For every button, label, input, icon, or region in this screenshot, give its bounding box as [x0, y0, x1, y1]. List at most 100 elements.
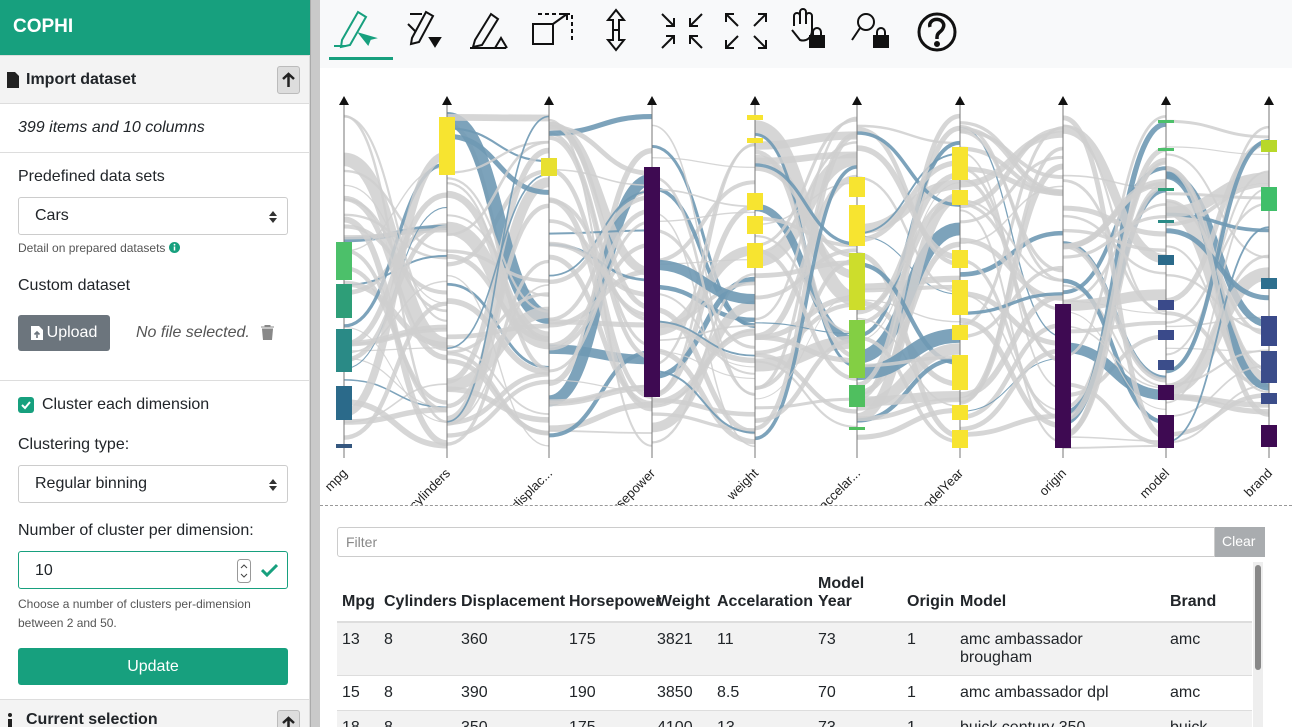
cell-text: 3821: [657, 631, 693, 648]
cluster: [849, 205, 865, 246]
flow: [754, 322, 858, 335]
cell-text: 73: [818, 631, 836, 648]
clear-button[interactable]: Clear: [1215, 527, 1265, 557]
flow: [1165, 146, 1270, 156]
cluster: [747, 216, 763, 234]
clustering-type-label: Clustering type:: [18, 436, 130, 453]
expand-tool[interactable]: [725, 13, 767, 49]
detail-link[interactable]: Detail on prepared datasets: [18, 241, 180, 255]
clear-text: Clear: [1222, 533, 1256, 549]
flow: [959, 357, 1064, 412]
cluster: [1158, 188, 1174, 191]
flow: [548, 195, 653, 285]
update-button[interactable]: Update: [18, 648, 288, 685]
collapse-tool[interactable]: [661, 13, 703, 49]
cell-text: 175: [569, 719, 647, 727]
cluster: [849, 427, 865, 430]
brush-tool[interactable]: [334, 10, 378, 49]
file-icon: [7, 72, 19, 88]
table-cell: 1: [902, 621, 955, 676]
selection-header[interactable]: Current selection: [0, 699, 309, 727]
zoom-tool[interactable]: [532, 13, 573, 45]
cell-text: 4100: [657, 719, 707, 727]
flow: [856, 152, 961, 235]
checkbox[interactable]: [18, 397, 34, 413]
table-cell: 70: [813, 675, 902, 711]
axis-label: displac...: [508, 466, 555, 506]
axis-arrow: [1058, 96, 1068, 105]
import-header[interactable]: Import dataset: [0, 55, 309, 104]
cell-text: 350: [461, 719, 559, 727]
column-header[interactable]: Model: [955, 562, 1165, 623]
cluster-number-input[interactable]: 10: [18, 551, 288, 589]
cluster: [1261, 278, 1277, 289]
filter-input[interactable]: Filter: [337, 527, 1215, 557]
flow: [651, 412, 756, 432]
flow: [959, 151, 1064, 390]
table-row[interactable]: 13 8 360 175 3821 11 73 1 amc ambassador brougha…: [337, 621, 1252, 676]
flow: [1062, 214, 1167, 275]
table-cell: buick: [1165, 710, 1252, 727]
no-file: No file selected.: [136, 324, 250, 341]
flow: [446, 203, 550, 409]
help-tool[interactable]: [917, 12, 957, 52]
upload-button[interactable]: Upload: [18, 315, 110, 351]
column-header[interactable]: Origin: [902, 562, 955, 623]
brush-select-tool[interactable]: [407, 10, 442, 48]
dataset-select[interactable]: Cars: [18, 197, 288, 235]
flow: [651, 157, 756, 169]
axis-arrow: [647, 96, 657, 105]
table-row[interactable]: 18 8 350 175 4100 13 73 1 buick century 350 buick: [337, 710, 1252, 727]
column-header[interactable]: Cylinders: [379, 562, 457, 623]
flow: [856, 407, 961, 440]
flow: [1062, 444, 1167, 449]
flow: [1062, 278, 1167, 425]
pan-lock-tool[interactable]: [791, 8, 825, 48]
collapse-button[interactable]: [277, 66, 300, 94]
column-header[interactable]: Weight: [652, 562, 712, 623]
flow: [343, 224, 448, 363]
cluster: [849, 320, 865, 378]
cluster: [747, 193, 763, 210]
table-cell: 8: [379, 710, 456, 727]
brush-edit-tool[interactable]: [470, 12, 508, 49]
cluster: [336, 386, 352, 420]
cluster: [1158, 385, 1174, 400]
search-lock-tool[interactable]: [851, 13, 889, 48]
flow: [446, 298, 550, 375]
trash-icon[interactable]: [261, 325, 274, 340]
column-header[interactable]: Mpg: [337, 562, 379, 623]
flow: [1165, 364, 1270, 418]
clustering-select[interactable]: Regular binning: [18, 465, 288, 503]
flow: [754, 397, 858, 410]
cluster: [952, 430, 968, 448]
column-header[interactable]: Horsepower: [564, 562, 661, 623]
app-title: COPHI: [0, 0, 310, 55]
flow: [754, 258, 858, 390]
cell-text: 73: [818, 719, 897, 727]
flow: [1062, 311, 1167, 410]
collapse-button[interactable]: [277, 710, 300, 727]
column-header[interactable]: Brand: [1165, 562, 1252, 623]
flow: [1165, 172, 1270, 219]
data-table: Mpg Cylinders Displacement Horsepower Weight…: [337, 562, 1252, 727]
column-header[interactable]: Accelaration: [712, 562, 813, 623]
cluster: [1261, 393, 1277, 404]
flow: [446, 306, 550, 392]
table-cell: 175: [564, 710, 652, 727]
scrollbar[interactable]: [1253, 562, 1263, 727]
table-row[interactable]: 15 8 390 190 3850 8.5 70 1 amc ambassador dpl amc: [337, 675, 1252, 711]
flow: [754, 163, 858, 246]
cluster: [1055, 304, 1071, 448]
table-cell: amc ambassador dpl: [955, 675, 1165, 711]
column-header[interactable]: Model Year: [813, 562, 902, 623]
flow: [754, 118, 858, 247]
column-header[interactable]: Displacement: [456, 562, 565, 623]
flow: [959, 209, 1064, 444]
select-value: Cars: [35, 207, 69, 224]
cluster-number-label: Number of cluster per dimension:: [18, 522, 254, 539]
reorder-tool[interactable]: [605, 8, 627, 52]
splitter[interactable]: [310, 0, 320, 727]
cluster: [439, 117, 455, 175]
table-cell: 190: [564, 675, 652, 711]
